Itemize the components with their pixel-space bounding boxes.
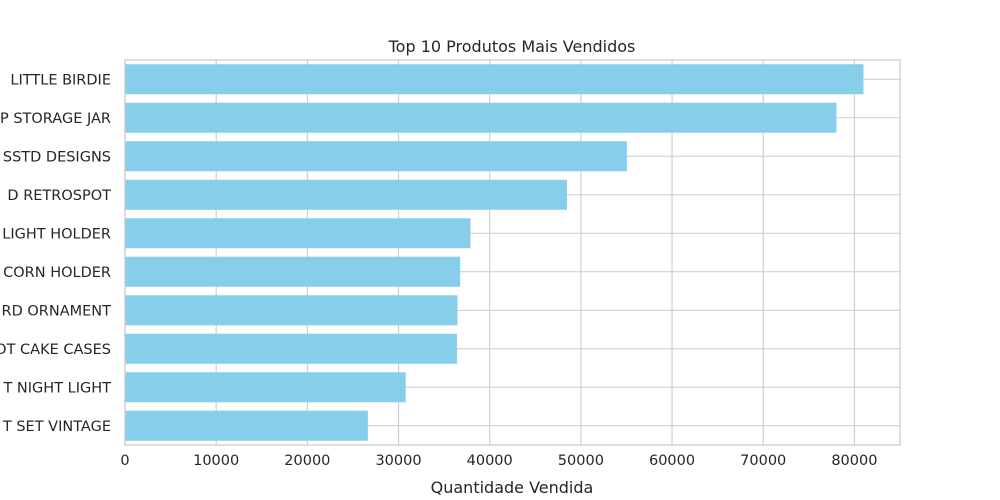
bar (125, 218, 471, 249)
bars (125, 64, 864, 441)
y-tick-label: SSTD DESIGNS (3, 149, 111, 165)
bar (125, 410, 368, 441)
y-tick-label: OT CAKE CASES (0, 342, 111, 358)
y-tick-labels: LITTLE BIRDIE P STORAGE JAR SSTD DESIGNS D … (0, 72, 111, 435)
bar (125, 64, 864, 95)
x-tick-label: 60000 (649, 453, 695, 469)
chart-title: Top 10 Produtos Mais Vendidos (388, 37, 636, 56)
y-tick-label: D RETROSPOT (7, 188, 111, 204)
x-tick-label: 40000 (467, 453, 513, 469)
y-tick-label: LITTLE BIRDIE (10, 72, 111, 88)
bar (125, 102, 837, 133)
x-tick-label: 80000 (831, 453, 877, 469)
bar (125, 372, 406, 403)
plot-frame (124, 59, 901, 446)
y-tick-label: RD ORNAMENT (2, 303, 112, 319)
bar (125, 141, 627, 172)
x-axis-label: Quantidade Vendida (431, 478, 594, 497)
bar (125, 179, 568, 210)
y-tick-label: T SET VINTAGE (2, 419, 111, 435)
x-tick-label: 70000 (740, 453, 786, 469)
x-tick-label: 20000 (284, 453, 330, 469)
y-tick-label: LIGHT HOLDER (2, 226, 111, 242)
bar (125, 295, 458, 326)
x-tick-label: 50000 (558, 453, 604, 469)
y-tick-label: CORN HOLDER (3, 265, 111, 281)
x-tick-labels: 0 10000 20000 30000 40000 50000 60000 70000 8000… (120, 453, 877, 469)
x-tick-label: 30000 (375, 453, 421, 469)
x-tick-label: 0 (120, 453, 129, 469)
bar (125, 333, 458, 364)
y-tick-label: T NIGHT LIGHT (2, 380, 111, 396)
y-tick-label: P STORAGE JAR (0, 111, 111, 127)
x-tick-label: 10000 (193, 453, 239, 469)
bar (125, 256, 461, 287)
